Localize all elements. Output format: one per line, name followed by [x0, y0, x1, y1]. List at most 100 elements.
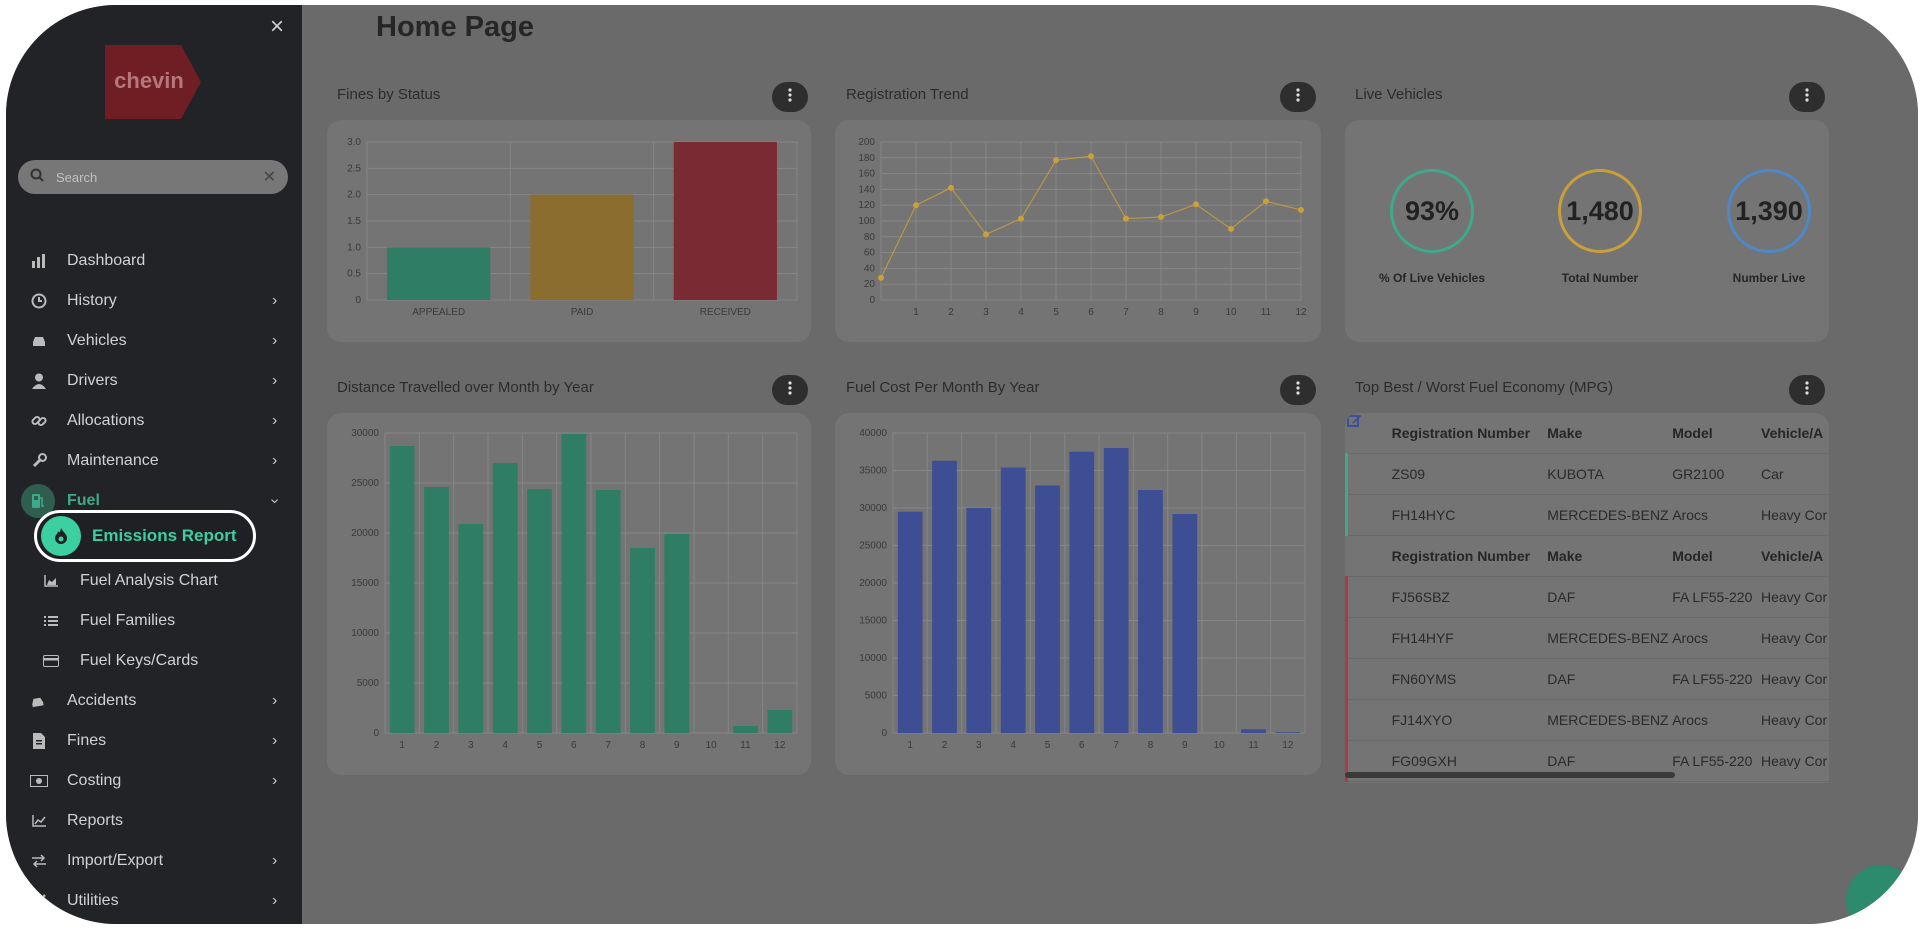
data-point[interactable]	[913, 202, 919, 209]
fuelcost-menu-button[interactable]	[1280, 375, 1316, 405]
sidebar-subitem-label: Fuel Families	[80, 612, 176, 629]
help-button[interactable]	[1846, 865, 1916, 924]
sidebar-item-fuel[interactable]: Fuel ›	[6, 481, 302, 521]
sidebar-item-history[interactable]: History ›	[6, 281, 302, 321]
panel-title-registration: Registration Trend	[846, 86, 969, 103]
table-row[interactable]: FH14HYF MERCEDES-BENZ Arocs Heavy Cor	[1345, 415, 1829, 659]
bar[interactable]	[424, 487, 449, 733]
sidebar-item-import-export[interactable]: Import/Export ›	[6, 841, 302, 881]
table-row[interactable]: ZS09 KUBOTA GR2100 Car	[1345, 415, 1829, 495]
chevin-logo[interactable]: chevin	[105, 45, 201, 119]
x-tick-label: 10	[1214, 740, 1226, 751]
sidebar-subitem-fuel-analysis-chart[interactable]: Fuel Analysis Chart	[6, 561, 302, 601]
bar[interactable]	[1103, 448, 1129, 733]
bar[interactable]	[630, 548, 655, 733]
kebab-icon	[1296, 87, 1300, 107]
table-row[interactable]: FJ56SBZ DAF FA LF55-220 Heavy Cor	[1345, 415, 1829, 618]
column-header[interactable]: Vehicle/A	[1761, 535, 1829, 577]
data-point[interactable]	[1298, 206, 1304, 213]
table-cell: Heavy Cor	[1761, 494, 1829, 536]
bar[interactable]	[1138, 490, 1163, 733]
live-menu-button[interactable]	[1789, 82, 1825, 112]
bar[interactable]	[966, 508, 992, 733]
sidebar-item-label: Fuel	[67, 492, 100, 509]
bar[interactable]	[897, 511, 923, 733]
bar[interactable]	[767, 710, 793, 733]
y-tick-label: 0	[869, 295, 875, 306]
economy-menu-button[interactable]	[1789, 375, 1825, 405]
data-point[interactable]	[1158, 214, 1164, 221]
data-point[interactable]	[1018, 215, 1024, 222]
bar[interactable]	[527, 489, 552, 733]
bar[interactable]	[389, 446, 415, 733]
data-point[interactable]	[1123, 215, 1129, 222]
bar[interactable]	[1172, 514, 1198, 733]
bar[interactable]	[1000, 467, 1026, 734]
data-point[interactable]	[1228, 225, 1234, 232]
y-tick-label: 35000	[859, 466, 887, 477]
bar[interactable]	[1275, 732, 1301, 733]
sidebar-item-fines[interactable]: Fines ›	[6, 721, 302, 761]
data-point[interactable]	[983, 231, 989, 238]
bar[interactable]	[595, 490, 621, 733]
column-header[interactable]: Make	[1547, 535, 1673, 577]
sidebar-item-accidents[interactable]: Accidents ›	[6, 681, 302, 721]
data-point[interactable]	[878, 274, 884, 281]
data-point[interactable]	[1053, 157, 1059, 164]
link-icon	[30, 412, 48, 430]
bar[interactable]	[561, 434, 587, 733]
bar[interactable]	[932, 460, 957, 733]
bar[interactable]	[673, 142, 777, 300]
y-tick-label: 20	[864, 279, 876, 290]
fines-menu-button[interactable]	[772, 82, 808, 112]
registration-menu-button[interactable]	[1280, 82, 1316, 112]
y-tick-label: 60	[864, 248, 876, 259]
sidebar-item-costing[interactable]: Costing ›	[6, 761, 302, 801]
column-header[interactable]: Vehicle/A	[1761, 413, 1829, 454]
bar[interactable]	[530, 194, 634, 300]
table-cell: Arocs	[1672, 494, 1761, 536]
search-icon	[30, 168, 50, 187]
distance-menu-button[interactable]	[772, 375, 808, 405]
bar[interactable]	[1035, 485, 1060, 734]
column-header[interactable]: Model	[1672, 535, 1761, 577]
sidebar-item-reports[interactable]: Reports	[6, 801, 302, 841]
data-point[interactable]	[1193, 201, 1199, 208]
flame-icon	[41, 516, 81, 556]
table-cell: Arocs	[1672, 617, 1761, 659]
sidebar-item-drivers[interactable]: Drivers ›	[6, 361, 302, 401]
panel-title-distance: Distance Travelled over Month by Year	[337, 379, 594, 396]
sidebar-item-maintenance[interactable]: Maintenance ›	[6, 441, 302, 481]
data-point[interactable]	[1263, 198, 1269, 205]
horizontal-scrollbar[interactable]	[1345, 772, 1675, 778]
search-input[interactable]	[54, 168, 258, 186]
clear-search-icon[interactable]: ✕	[262, 169, 276, 186]
y-tick-label: 30000	[859, 503, 887, 514]
table-row[interactable]: FH14HYC MERCEDES-BENZ Arocs Heavy Cor	[1345, 415, 1829, 536]
registration-chart-card: 0 20 40 60 80 100 120 140 160 180 200 1 2 3 4 5 6 7 8 9 10 11…	[835, 120, 1321, 342]
bar[interactable]	[1069, 451, 1095, 733]
close-sidebar-button[interactable]: ×	[270, 13, 285, 40]
sidebar-item-vehicles[interactable]: Vehicles ›	[6, 321, 302, 361]
column-header[interactable]: Make	[1547, 413, 1673, 454]
sidebar-item-dashboard[interactable]: Dashboard	[6, 241, 302, 281]
bar[interactable]	[733, 726, 758, 733]
column-header[interactable]: Registration Number	[1391, 535, 1548, 577]
bar[interactable]	[1241, 729, 1266, 733]
column-header[interactable]: Model	[1672, 413, 1761, 454]
sidebar-subitem-fuel-keys-cards[interactable]: Fuel Keys/Cards	[6, 641, 302, 681]
sidebar-subitem-emissions-report[interactable]: Emissions Report	[34, 510, 256, 562]
y-tick-label: 0.5	[347, 269, 361, 280]
data-point[interactable]	[1088, 153, 1094, 160]
table-row[interactable]: FJ14XYO MERCEDES-BENZ Arocs Heavy Cor	[1345, 415, 1829, 741]
bar[interactable]	[492, 463, 518, 733]
sidebar-subitem-fuel-families[interactable]: Fuel Families	[6, 601, 302, 641]
sidebar-item-utilities[interactable]: Utilities ›	[6, 881, 302, 921]
bar[interactable]	[387, 247, 491, 300]
sidebar-item-allocations[interactable]: Allocations ›	[6, 401, 302, 441]
bar[interactable]	[458, 524, 484, 733]
data-point[interactable]	[948, 184, 954, 191]
column-header[interactable]: Registration Number	[1391, 413, 1548, 454]
table-row[interactable]: FN60YMS DAF FA LF55-220 Heavy Cor	[1345, 415, 1829, 700]
bar[interactable]	[664, 534, 690, 733]
